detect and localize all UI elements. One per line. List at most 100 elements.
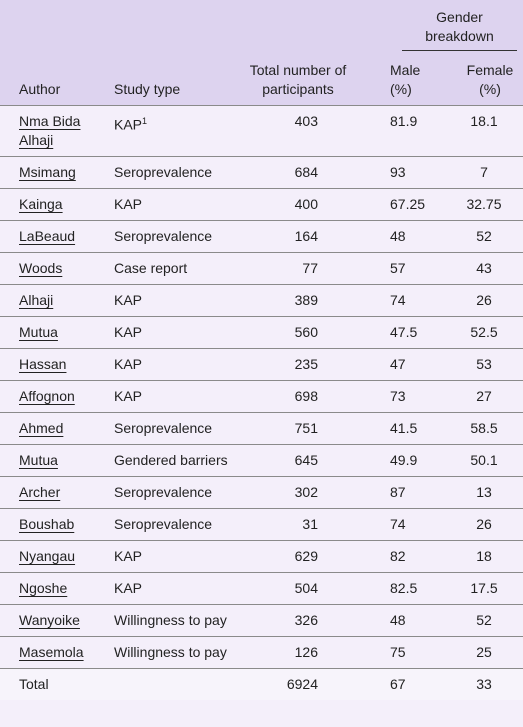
table-cell: KAP: [107, 188, 240, 221]
table-cell: Nyangau: [0, 540, 107, 573]
table-cell: Alhaji: [0, 284, 107, 317]
table-cell: 47.5: [380, 316, 445, 349]
table-cell: 698: [240, 380, 380, 413]
table-cell: Hassan: [0, 348, 107, 381]
table-cell: 31: [240, 508, 380, 541]
table-cell: 50.1: [445, 444, 523, 477]
author-link[interactable]: Msimang: [19, 164, 76, 180]
author-link[interactable]: Archer: [19, 484, 61, 500]
table-cell: 13: [445, 476, 523, 509]
table-cell: Ahmed: [0, 412, 107, 445]
table-row: Wanyoike Willingness to pay 326 48 52: [0, 604, 523, 637]
table-cell: 82: [380, 540, 445, 573]
table-cell: Msimang: [0, 156, 107, 189]
table-cell: 87: [380, 476, 445, 509]
author-link[interactable]: Mutua: [19, 452, 58, 468]
table-cell: 389: [240, 284, 380, 317]
table-cell: Gendered barriers: [107, 444, 240, 477]
author-link[interactable]: Kainga: [19, 196, 63, 212]
table-cell: 74: [380, 284, 445, 317]
table-cell: 67.25: [380, 188, 445, 221]
author-link[interactable]: Ngoshe: [19, 580, 68, 596]
table-cell: 43: [445, 252, 523, 285]
table-cell: 52: [445, 604, 523, 637]
author-link[interactable]: Woods: [19, 260, 63, 276]
author-link[interactable]: LaBeaud: [19, 228, 76, 244]
table-cell: 17.5: [445, 572, 523, 605]
table-cell: Ngoshe: [0, 572, 107, 605]
footnote-mark: 1: [142, 116, 148, 126]
header-cell: Female (%): [466, 62, 514, 97]
table-cell: 75: [380, 636, 445, 669]
header-cell: Total number of participants: [240, 0, 380, 106]
table-cell: 126: [240, 636, 380, 669]
table-row: Msimang Seroprevalence 684 93 7: [0, 156, 523, 189]
table-cell: 326: [240, 604, 380, 637]
table-cell: Archer: [0, 476, 107, 509]
table-cell: 26: [445, 508, 523, 541]
table-cell: 504: [240, 572, 380, 605]
author-link[interactable]: Masemola: [19, 644, 84, 660]
table-cell: 629: [240, 540, 380, 573]
author-link[interactable]: Nma Bida Alhaji: [19, 113, 81, 148]
author-link[interactable]: Affognon: [19, 388, 75, 404]
author-link[interactable]: Hassan: [19, 356, 67, 372]
header-cell: Study type: [107, 0, 240, 106]
total-label: Total: [0, 668, 107, 700]
author-link[interactable]: Mutua: [19, 324, 58, 340]
table-row: Alhaji KAP 389 74 26: [0, 284, 523, 317]
table-cell: Masemola: [0, 636, 107, 669]
table-cell: 164: [240, 220, 380, 253]
table-row: Woods Case report 77 57 43: [0, 252, 523, 285]
table-cell: KAP: [107, 348, 240, 381]
table-cell: 302: [240, 476, 380, 509]
table-cell: Affognon: [0, 380, 107, 413]
table-cell: 32.75: [445, 188, 523, 221]
table-cell: KAP: [107, 316, 240, 349]
table-cell: 560: [240, 316, 380, 349]
author-link[interactable]: Alhaji: [19, 292, 54, 308]
table-row: Affognon KAP 698 73 27: [0, 380, 523, 413]
table-row: Mutua Gendered barriers 645 49.9 50.1: [0, 444, 523, 477]
table-cell: 403: [240, 105, 380, 157]
table-cell: Seroprevalence: [107, 156, 240, 189]
table-cell: 18.1: [445, 105, 523, 157]
author-link[interactable]: Ahmed: [19, 420, 64, 436]
table-cell: 58.5: [445, 412, 523, 445]
table-cell: 25: [445, 636, 523, 669]
table-cell: 18: [445, 540, 523, 573]
table-cell: 53: [445, 348, 523, 381]
table-cell: Willingness to pay: [107, 604, 240, 637]
table-cell: 645: [240, 444, 380, 477]
header-row: Author Study type Total number of partic…: [0, 0, 523, 106]
table-cell: 48: [380, 220, 445, 253]
total-cell: 6924: [240, 668, 380, 700]
header-group: Gender breakdown Male (%) Female (%): [380, 0, 523, 106]
table-cell: Wanyoike: [0, 604, 107, 637]
table-cell: 26: [445, 284, 523, 317]
table-row: LaBeaud Seroprevalence 164 48 52: [0, 220, 523, 253]
cell-text: KAP: [114, 116, 143, 133]
total-cell: 33: [445, 668, 523, 700]
table-cell: 400: [240, 188, 380, 221]
table-row: Kainga KAP 400 67.25 32.75: [0, 188, 523, 221]
table-row: Ngoshe KAP 504 82.5 17.5: [0, 572, 523, 605]
table-cell: KAP: [107, 572, 240, 605]
table-cell: 52: [445, 220, 523, 253]
table-cell: 82.5: [380, 572, 445, 605]
table-cell: 77: [240, 252, 380, 285]
table-row: Nyangau KAP 629 82 18: [0, 540, 523, 573]
table-row: Mutua KAP 560 47.5 52.5: [0, 316, 523, 349]
header-cell: Author: [0, 0, 107, 106]
author-link[interactable]: Boushab: [19, 516, 75, 532]
table-cell: Boushab: [0, 508, 107, 541]
table-cell: Seroprevalence: [107, 476, 240, 509]
table-cell: 93: [380, 156, 445, 189]
table-cell: Woods: [0, 252, 107, 285]
table-cell: 57: [380, 252, 445, 285]
author-link[interactable]: Wanyoike: [19, 612, 80, 628]
table-row: Hassan KAP 235 47 53: [0, 348, 523, 381]
author-link[interactable]: Nyangau: [19, 548, 76, 564]
table-cell: 751: [240, 412, 380, 445]
